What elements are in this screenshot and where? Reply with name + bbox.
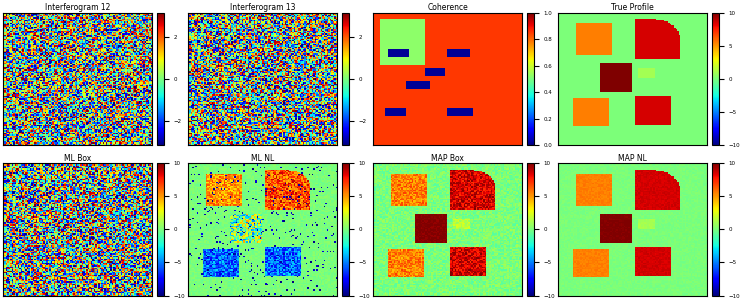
Title: MAP NL: MAP NL bbox=[618, 154, 647, 163]
Title: True Profile: True Profile bbox=[612, 3, 654, 12]
Title: ML NL: ML NL bbox=[251, 154, 275, 163]
Title: Interferogram 12: Interferogram 12 bbox=[45, 3, 111, 12]
Title: MAP Box: MAP Box bbox=[432, 154, 464, 163]
Title: Coherence: Coherence bbox=[428, 3, 468, 12]
Title: ML Box: ML Box bbox=[64, 154, 92, 163]
Title: Interferogram 13: Interferogram 13 bbox=[230, 3, 295, 12]
